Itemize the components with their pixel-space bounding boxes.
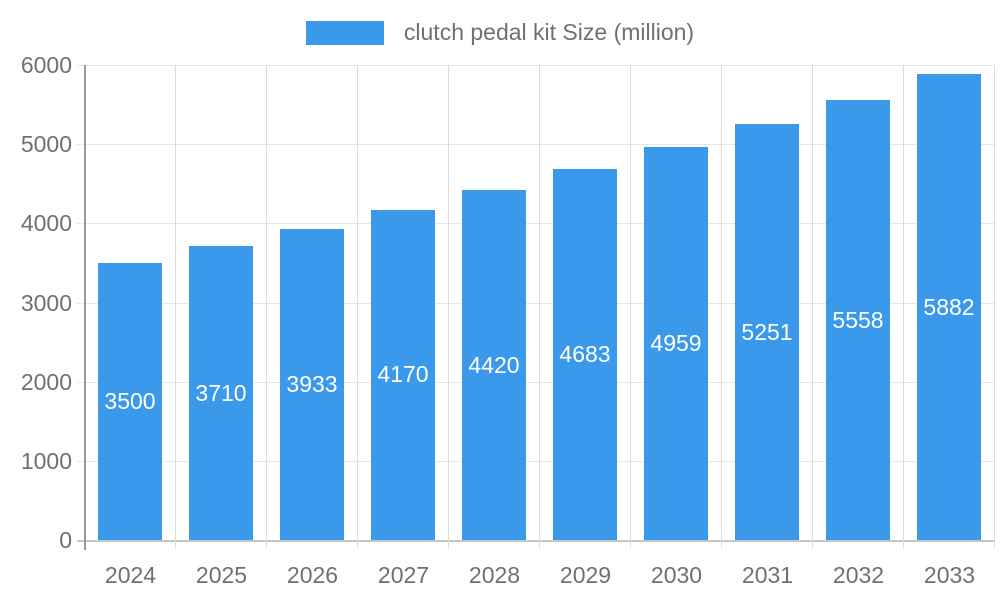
bar-value-label: 4170 [377, 361, 429, 388]
x-tick-label: 2025 [195, 562, 248, 588]
bar-value-label: 5251 [741, 318, 793, 345]
bar-2025[interactable]: 3710 [189, 246, 253, 540]
y-tick-label: 4000 [20, 210, 72, 237]
bar-value-label: 3710 [195, 379, 247, 406]
bar-2024[interactable]: 3500 [98, 262, 162, 540]
gridline-horizontal [77, 381, 995, 383]
x-tick-label: 2026 [286, 562, 339, 588]
x-tick-label: 2024 [104, 562, 157, 588]
gridline-vertical [721, 65, 722, 548]
plot-area: 3500 3710 3933 4170 4420 4683 4959 5251 5558 5882 [77, 65, 995, 550]
legend-label: clutch pedal kit Size (million) [403, 19, 695, 45]
x-tick-label: 2030 [650, 562, 703, 588]
bar-value-label: 5882 [923, 293, 975, 320]
x-tick-label: 2033 [923, 562, 976, 588]
x-tick-label: 2031 [741, 562, 794, 588]
gridline-vertical [630, 65, 631, 548]
legend[interactable]: clutch pedal kit Size (million) [0, 19, 1000, 46]
gridline-horizontal [77, 223, 995, 225]
bar-2033[interactable]: 5882 [917, 74, 981, 540]
y-axis-line [84, 65, 86, 550]
y-tick-label: 1000 [20, 447, 72, 474]
gridline-horizontal [77, 460, 995, 462]
gridline-horizontal [77, 65, 995, 66]
gridline-vertical [994, 65, 995, 548]
bar-2030[interactable]: 4959 [644, 147, 708, 540]
bar-value-label: 3500 [104, 387, 156, 414]
y-tick-label: 2000 [20, 368, 72, 395]
legend-swatch [305, 20, 384, 45]
x-tick-label: 2029 [559, 562, 612, 588]
bar-2026[interactable]: 3933 [280, 228, 344, 540]
y-tick-label: 6000 [20, 52, 72, 78]
x-tick-label: 2027 [377, 562, 430, 588]
gridline-vertical [448, 65, 449, 548]
gridline-horizontal [77, 540, 995, 542]
bar-value-label: 3933 [286, 370, 338, 397]
y-tick-label: 3000 [20, 289, 72, 316]
y-tick-label: 0 [59, 527, 72, 553]
bar-value-label: 4420 [468, 351, 520, 378]
x-tick-label: 2032 [832, 562, 885, 588]
gridline-vertical [175, 65, 176, 548]
bar-2029[interactable]: 4683 [553, 169, 617, 540]
gridline-vertical [266, 65, 267, 548]
y-tick-label: 5000 [20, 131, 72, 158]
gridline-vertical [357, 65, 358, 548]
gridline-vertical [812, 65, 813, 548]
y-axis-labels: 0 1000 2000 3000 4000 5000 6000 [0, 53, 72, 552]
bar-2028[interactable]: 4420 [462, 190, 526, 540]
bar-value-label: 4959 [650, 330, 702, 357]
bar-2031[interactable]: 5251 [735, 124, 799, 540]
gridline-horizontal [77, 144, 995, 146]
x-tick-label: 2028 [468, 562, 521, 588]
gridline-horizontal [77, 302, 995, 304]
x-axis-labels: 2024 2025 2026 2027 2028 2029 2030 2031 2032 2033 [85, 560, 995, 592]
bar-value-label: 4683 [559, 341, 611, 368]
bar-2027[interactable]: 4170 [371, 209, 435, 540]
gridline-vertical [539, 65, 540, 548]
gridline-vertical [903, 65, 904, 548]
bar-value-label: 5558 [832, 306, 884, 333]
bar-2032[interactable]: 5558 [826, 100, 890, 540]
